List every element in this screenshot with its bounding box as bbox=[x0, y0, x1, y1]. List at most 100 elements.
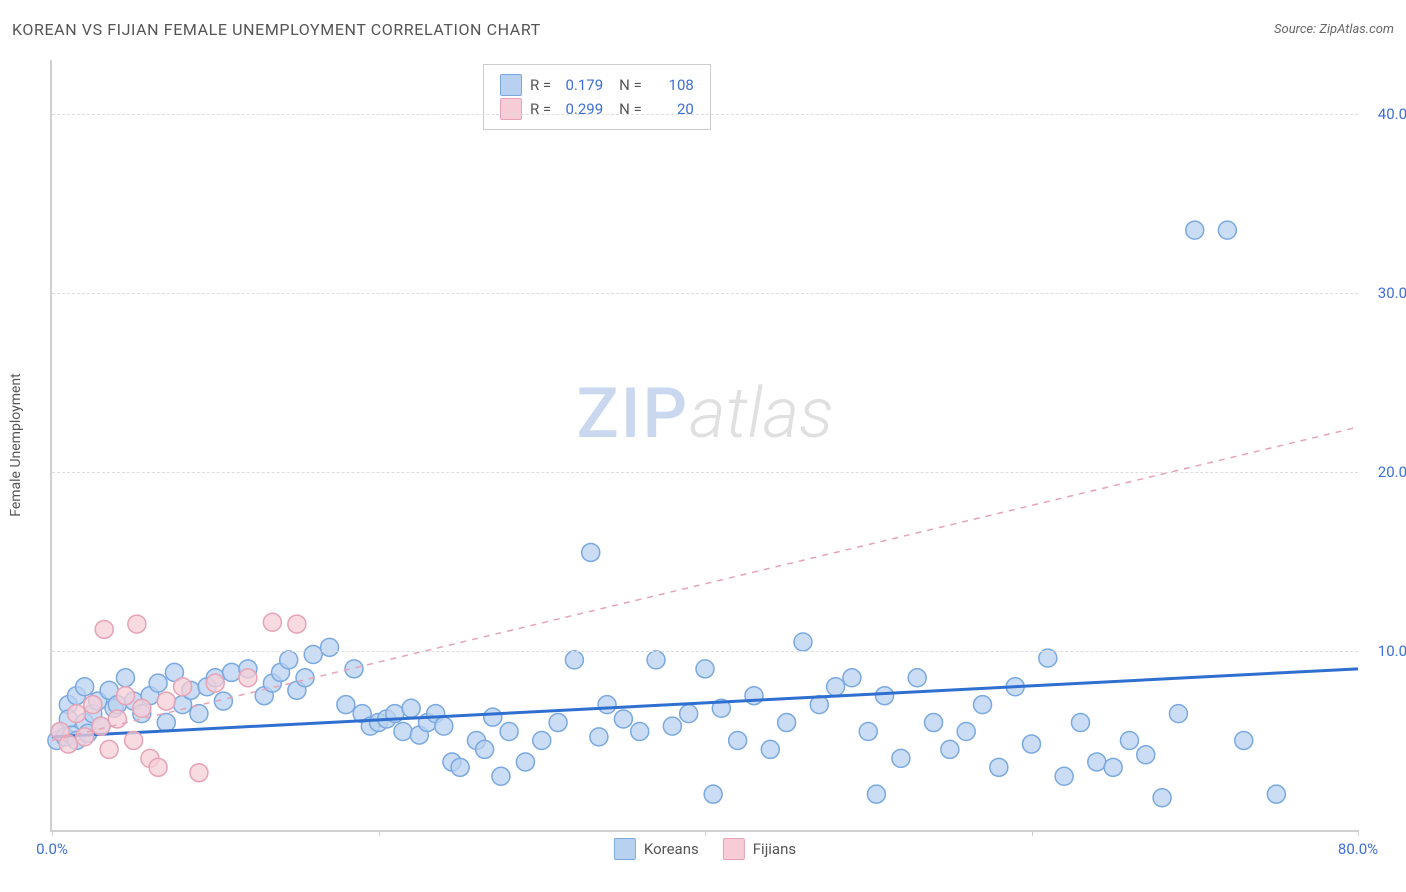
scatter-point bbox=[614, 710, 632, 728]
scatter-point bbox=[876, 687, 894, 705]
legend-label: Koreans bbox=[644, 840, 699, 858]
y-tick-label: 10.0% bbox=[1368, 642, 1406, 660]
scatter-point bbox=[990, 758, 1008, 776]
scatter-point bbox=[631, 723, 649, 741]
corr-swatch bbox=[500, 98, 522, 120]
legend-swatch bbox=[614, 838, 636, 860]
scatter-point bbox=[149, 674, 167, 692]
scatter-point bbox=[190, 764, 208, 782]
scatter-point bbox=[288, 615, 306, 633]
scatter-point bbox=[941, 740, 959, 758]
scatter-point bbox=[1137, 746, 1155, 764]
x-tick-label: 0.0% bbox=[36, 840, 68, 858]
scatter-point bbox=[451, 758, 469, 776]
x-tick-label: 80.0% bbox=[1338, 840, 1378, 858]
corr-swatch bbox=[500, 74, 522, 96]
scatter-point bbox=[859, 723, 877, 741]
corr-r-value: 0.179 bbox=[559, 73, 603, 97]
scatter-point bbox=[149, 758, 167, 776]
scatter-point bbox=[125, 731, 143, 749]
scatter-point bbox=[1218, 221, 1236, 239]
scatter-point bbox=[1088, 753, 1106, 771]
chart-title: KOREAN VS FIJIAN FEMALE UNEMPLOYMENT COR… bbox=[12, 20, 541, 39]
scatter-point bbox=[223, 663, 241, 681]
x-tick-mark bbox=[379, 830, 380, 836]
gridline bbox=[52, 293, 1358, 294]
plot-svg bbox=[52, 60, 1358, 830]
corr-n-value: 108 bbox=[650, 73, 694, 97]
x-tick-mark bbox=[1032, 830, 1033, 836]
scatter-point bbox=[1023, 735, 1041, 753]
scatter-point bbox=[100, 740, 118, 758]
scatter-point bbox=[76, 678, 94, 696]
scatter-point bbox=[492, 767, 510, 785]
scatter-point bbox=[925, 714, 943, 732]
scatter-point bbox=[128, 615, 146, 633]
scatter-point bbox=[476, 740, 494, 758]
chart-source: Source: ZipAtlas.com bbox=[1274, 22, 1394, 37]
y-axis-label: Female Unemployment bbox=[8, 60, 24, 830]
scatter-point bbox=[239, 669, 257, 687]
scatter-point bbox=[157, 692, 175, 710]
scatter-point bbox=[500, 723, 518, 741]
scatter-point bbox=[280, 651, 298, 669]
scatter-point bbox=[435, 717, 453, 735]
scatter-point bbox=[598, 696, 616, 714]
scatter-point bbox=[516, 753, 534, 771]
scatter-point bbox=[1267, 785, 1285, 803]
scatter-point bbox=[321, 638, 339, 656]
scatter-point bbox=[1055, 767, 1073, 785]
scatter-point bbox=[957, 723, 975, 741]
x-tick-mark bbox=[1358, 830, 1359, 836]
legend: Koreans Fijians bbox=[614, 838, 796, 860]
scatter-point bbox=[565, 651, 583, 669]
scatter-point bbox=[116, 669, 134, 687]
scatter-point bbox=[843, 669, 861, 687]
scatter-point bbox=[67, 705, 85, 723]
y-tick-label: 30.0% bbox=[1368, 284, 1406, 302]
scatter-point bbox=[533, 731, 551, 749]
scatter-point bbox=[157, 714, 175, 732]
scatter-point bbox=[304, 646, 322, 664]
scatter-point bbox=[761, 740, 779, 758]
scatter-point bbox=[974, 696, 992, 714]
legend-swatch bbox=[723, 838, 745, 860]
scatter-point bbox=[590, 728, 608, 746]
scatter-point bbox=[794, 633, 812, 651]
correlation-row: R =0.299N =20 bbox=[500, 97, 694, 121]
scatter-point bbox=[1120, 731, 1138, 749]
legend-label: Fijians bbox=[753, 840, 796, 858]
scatter-point bbox=[206, 674, 224, 692]
scatter-point bbox=[1104, 758, 1122, 776]
corr-r-label: R = bbox=[530, 73, 551, 97]
x-tick-mark bbox=[705, 830, 706, 836]
chart-header: KOREAN VS FIJIAN FEMALE UNEMPLOYMENT COR… bbox=[12, 20, 1394, 44]
scatter-point bbox=[1169, 705, 1187, 723]
scatter-point bbox=[108, 710, 126, 728]
scatter-point bbox=[680, 705, 698, 723]
scatter-point bbox=[116, 687, 134, 705]
scatter-point bbox=[647, 651, 665, 669]
scatter-point bbox=[704, 785, 722, 803]
y-tick-label: 40.0% bbox=[1368, 105, 1406, 123]
trend-line bbox=[52, 427, 1358, 740]
scatter-point bbox=[59, 735, 77, 753]
scatter-point bbox=[663, 717, 681, 735]
corr-n-label: N = bbox=[619, 73, 642, 97]
scatter-point bbox=[1153, 789, 1171, 807]
gridline bbox=[52, 651, 1358, 652]
scatter-point bbox=[1235, 731, 1253, 749]
scatter-point bbox=[263, 613, 281, 631]
scatter-point bbox=[402, 699, 420, 717]
scatter-point bbox=[484, 708, 502, 726]
x-tick-mark bbox=[52, 830, 53, 836]
scatter-point bbox=[729, 731, 747, 749]
legend-item: Koreans bbox=[614, 838, 699, 860]
scatter-point bbox=[1186, 221, 1204, 239]
scatter-point bbox=[582, 543, 600, 561]
scatter-point bbox=[133, 699, 151, 717]
scatter-point bbox=[778, 714, 796, 732]
corr-n-value: 20 bbox=[650, 97, 694, 121]
scatter-point bbox=[908, 669, 926, 687]
corr-r-label: R = bbox=[530, 97, 551, 121]
